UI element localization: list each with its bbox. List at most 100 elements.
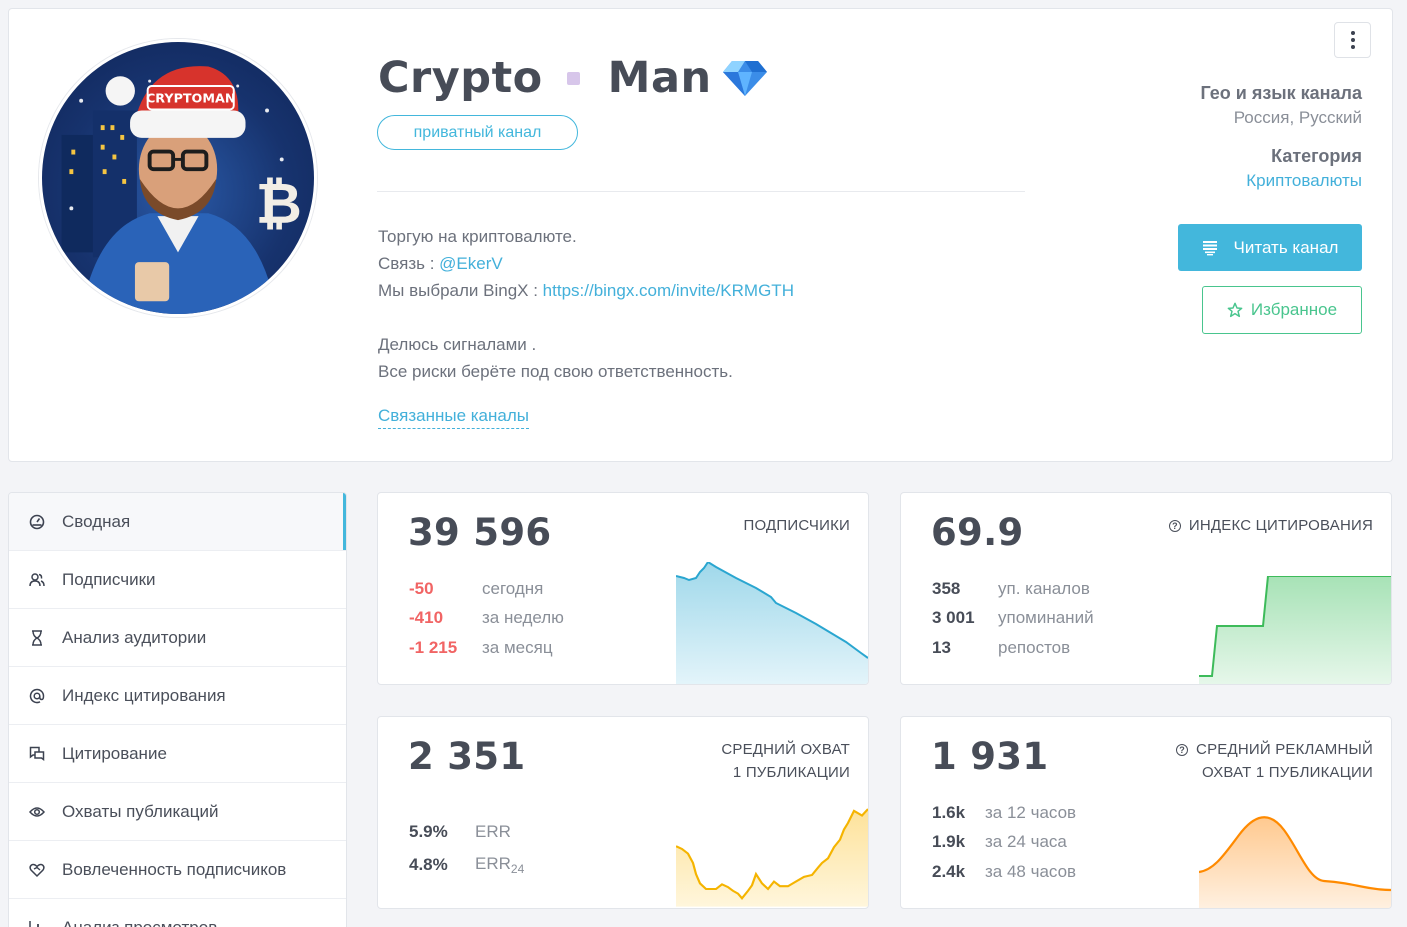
- card-title: ПОДПИСЧИКИ: [743, 517, 850, 534]
- diamond-icon: [722, 61, 767, 96]
- stat-label: ERR: [475, 821, 511, 841]
- subscribers-stats: -50 сегодня -410 за неделю -1 215 за месяц: [409, 574, 564, 663]
- reach-sparkline: [676, 808, 868, 907]
- private-channel-badge: приватный канал: [377, 115, 578, 150]
- bar-chart-icon: [29, 920, 45, 927]
- card-title: СРЕДНИЙ ОХВАТ 1 ПУБЛИКАЦИИ: [721, 741, 850, 781]
- description-line: Связь : @EkerV: [378, 250, 794, 277]
- dashboard-icon: [29, 514, 45, 530]
- bingx-link[interactable]: https://bingx.com/invite/KRMGTH: [542, 281, 794, 300]
- citation-stats: 358 уп. каналов 3 001 упоминаний 13 репосто…: [932, 574, 1094, 663]
- stat-label: сегодня: [482, 578, 544, 598]
- average-reach-value: 2 351: [408, 735, 526, 778]
- at-icon: [29, 688, 45, 704]
- stat-label: уп. каналов: [998, 578, 1090, 598]
- card-title: ? ИНДЕКС ЦИТИРОВАНИЯ: [1168, 514, 1373, 537]
- favorite-label: Избранное: [1250, 300, 1338, 319]
- svg-text:CRYPTOMAN: CRYPTOMAN: [146, 91, 236, 106]
- related-channels-link[interactable]: Связанные каналы: [378, 406, 529, 429]
- divider: [377, 191, 1025, 192]
- heart-handshake-icon: [29, 862, 45, 878]
- title-part-1: Crypto: [378, 53, 543, 103]
- read-channel-button[interactable]: Читать канал: [1178, 224, 1362, 271]
- sidebar-nav: Сводная Подписчики Анализ аудитории Инде…: [8, 492, 347, 927]
- sidebar-item-label: Цитирование: [62, 743, 167, 763]
- dna-icon: [29, 629, 45, 646]
- sidebar-item-label: Охваты публикаций: [62, 801, 219, 821]
- stat-label: репостов: [998, 637, 1071, 657]
- subscribers-sparkline: [676, 562, 868, 684]
- stat-label: ERR24: [475, 853, 525, 876]
- citation-index-value: 69.9: [931, 511, 1024, 554]
- stat-value: -410: [409, 608, 444, 628]
- sidebar-item-citations[interactable]: Цитирование: [9, 725, 346, 783]
- card-title: ? СРЕДНИЙ РЕКЛАМНЫЙ ОХВАТ 1 ПУБЛИКАЦИИ: [1176, 738, 1373, 784]
- stat-value: 1.6k: [932, 802, 966, 822]
- more-options-button[interactable]: [1334, 22, 1371, 58]
- stat-label: за месяц: [482, 637, 553, 657]
- sidebar-item-engagement[interactable]: Вовлеченность подписчиков: [9, 841, 346, 899]
- description-line: Делюсь сигналами .: [378, 335, 537, 354]
- description-line: Торгую на криптовалюте.: [378, 227, 577, 246]
- sidebar-item-views-analysis[interactable]: Анализ просмотров: [9, 899, 346, 927]
- channel-description: Торгую на криптовалюте. Связь : @EkerV М…: [378, 223, 794, 385]
- stat-value: 1.9k: [932, 832, 966, 852]
- stat-value: 4.8%: [409, 854, 448, 874]
- channel-avatar: CRYPTOMAN ₿: [39, 39, 317, 317]
- star-icon: [1227, 302, 1243, 318]
- list-icon: [1202, 240, 1217, 255]
- description-line: Все риски берёте под свою ответственност…: [378, 362, 733, 381]
- stat-value: 13: [932, 637, 951, 657]
- title-part-2: Man: [607, 53, 712, 103]
- category-link[interactable]: Криптовалюты: [1246, 171, 1362, 190]
- stat-value: 2.4k: [932, 861, 966, 881]
- sidebar-item-label: Сводная: [62, 511, 131, 531]
- sidebar-item-post-reach[interactable]: Охваты публикаций: [9, 783, 346, 841]
- stat-label: за неделю: [482, 608, 564, 628]
- stat-label: за 48 часов: [985, 861, 1077, 881]
- stat-value: -1 215: [409, 637, 458, 657]
- channel-title: Crypto Man: [378, 53, 768, 103]
- stat-value: 358: [932, 578, 961, 598]
- sidebar-item-label: Подписчики: [62, 569, 156, 589]
- geo-value: Россия, Русский: [1233, 108, 1362, 127]
- stat-label: упоминаний: [998, 608, 1094, 628]
- subscribers-card[interactable]: 39 596 ПОДПИСЧИКИ -50 сегодня -410 за неде…: [377, 492, 869, 685]
- ad-reach-stats: 1.6k за 12 часов 1.9k за 24 часа 2.4k за 48…: [932, 798, 1076, 887]
- stat-label: за 24 часа: [985, 832, 1067, 852]
- eye-icon: [29, 804, 45, 820]
- description-line: Мы выбрали BingX : https://bingx.com/inv…: [378, 277, 794, 304]
- help-icon[interactable]: ?: [1176, 744, 1189, 756]
- sidebar-item-label: Анализ аудитории: [62, 627, 207, 647]
- sidebar-item-label: Вовлеченность подписчиков: [62, 859, 287, 879]
- ad-reach-value: 1 931: [931, 735, 1049, 778]
- sidebar-item-subscribers[interactable]: Подписчики: [9, 551, 346, 609]
- subscribers-count: 39 596: [408, 511, 552, 554]
- favorite-button[interactable]: Избранное: [1202, 286, 1362, 334]
- contact-link[interactable]: @EkerV: [439, 254, 503, 273]
- citation-index-card[interactable]: 69.9 ? ИНДЕКС ЦИТИРОВАНИЯ 358 уп. каналов …: [900, 492, 1392, 685]
- sidebar-item-audience-analysis[interactable]: Анализ аудитории: [9, 609, 346, 667]
- average-reach-card[interactable]: 2 351 СРЕДНИЙ ОХВАТ 1 ПУБЛИКАЦИИ 5.9% ERR …: [377, 716, 869, 909]
- kebab-icon: [1350, 31, 1355, 35]
- contact-label: Связь :: [378, 254, 440, 273]
- sidebar-item-label: Анализ просмотров: [62, 917, 218, 927]
- stat-label: за 12 часов: [985, 802, 1077, 822]
- citation-sparkline: [1199, 576, 1391, 684]
- help-icon[interactable]: ?: [1168, 520, 1181, 532]
- users-icon: [29, 572, 45, 588]
- sidebar-item-summary[interactable]: Сводная: [9, 493, 346, 551]
- bingx-label: Мы выбрали BingX :: [378, 281, 543, 300]
- stat-value: 3 001: [932, 608, 975, 628]
- title-square-emoji: [566, 71, 580, 85]
- category-label: Категория: [1271, 146, 1362, 166]
- geo-label: Гео и язык канала: [1200, 83, 1362, 103]
- ad-reach-sparkline: [1199, 816, 1391, 908]
- ad-reach-card[interactable]: 1 931 ? СРЕДНИЙ РЕКЛАМНЫЙ ОХВАТ 1 ПУБЛИКА…: [900, 716, 1392, 909]
- avatar-illustration: CRYPTOMAN ₿: [61, 66, 302, 314]
- reach-stats: 5.9% ERR 4.8% ERR24: [409, 815, 524, 881]
- sidebar-item-citation-index[interactable]: Индекс цитирования: [9, 667, 346, 725]
- read-channel-label: Читать канал: [1233, 237, 1339, 257]
- sidebar-item-label: Индекс цитирования: [62, 685, 226, 705]
- chat-icon: [29, 746, 45, 762]
